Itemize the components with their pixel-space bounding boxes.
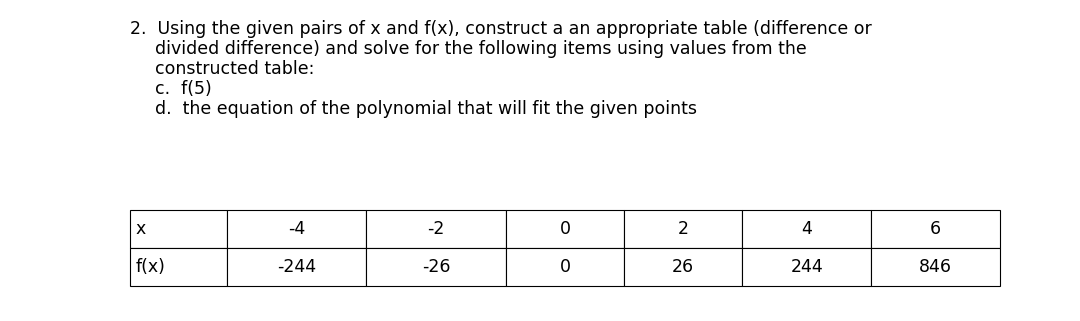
- Bar: [227, 248, 366, 286]
- Bar: [505, 248, 624, 286]
- Text: 0: 0: [559, 220, 570, 238]
- Bar: [624, 210, 742, 248]
- Bar: [872, 210, 1000, 248]
- Text: 846: 846: [919, 258, 953, 276]
- Bar: [505, 210, 624, 248]
- Text: -26: -26: [422, 258, 450, 276]
- Text: c.  f(5): c. f(5): [156, 80, 212, 98]
- Text: 0: 0: [559, 258, 570, 276]
- Bar: [130, 248, 227, 286]
- Text: f(x): f(x): [136, 258, 166, 276]
- Text: 26: 26: [672, 258, 694, 276]
- Text: -244: -244: [276, 258, 316, 276]
- Text: x: x: [136, 220, 146, 238]
- Text: 6: 6: [930, 220, 941, 238]
- Text: 4: 4: [801, 220, 812, 238]
- Text: d.  the equation of the polynomial that will fit the given points: d. the equation of the polynomial that w…: [156, 100, 697, 118]
- Bar: [130, 210, 227, 248]
- Text: -2: -2: [428, 220, 445, 238]
- Bar: [366, 248, 505, 286]
- Bar: [227, 210, 366, 248]
- Text: -4: -4: [288, 220, 306, 238]
- Text: divided difference) and solve for the following items using values from the: divided difference) and solve for the fo…: [156, 40, 807, 58]
- Bar: [742, 210, 872, 248]
- Text: 2.  Using the given pairs of x and f(x), construct a an appropriate table (diffe: 2. Using the given pairs of x and f(x), …: [130, 20, 872, 38]
- Bar: [742, 248, 872, 286]
- Text: 2: 2: [677, 220, 689, 238]
- Text: constructed table:: constructed table:: [156, 60, 314, 78]
- Bar: [624, 248, 742, 286]
- Bar: [872, 248, 1000, 286]
- Bar: [366, 210, 505, 248]
- Text: 244: 244: [791, 258, 823, 276]
